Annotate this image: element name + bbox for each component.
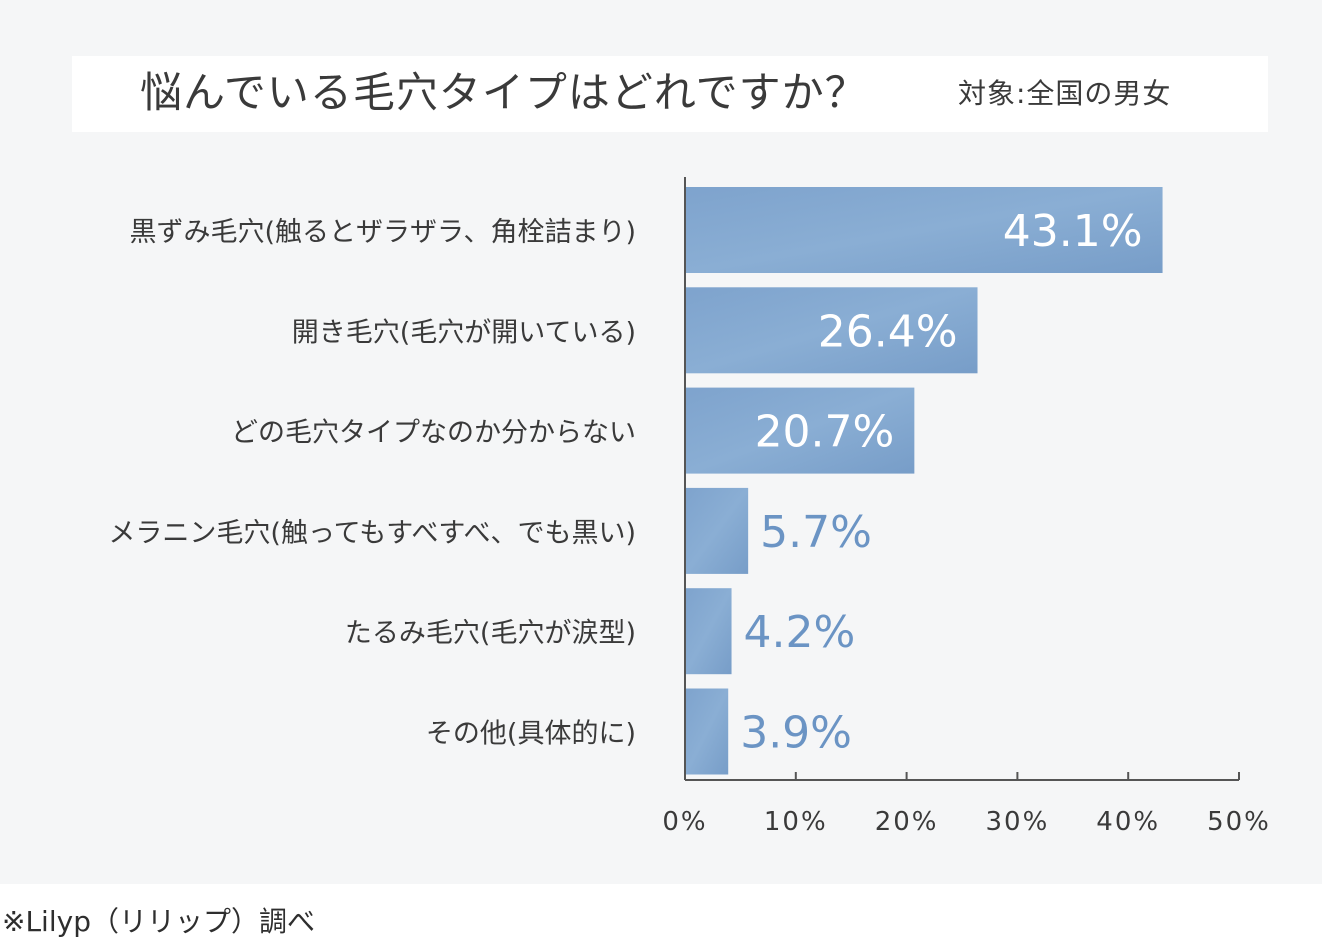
bar-4	[685, 487, 749, 574]
bar-chart: 黒ずみ毛穴(触るとザラザラ、角栓詰まり) 43.1% 開き毛穴(毛穴が開いている) 2…	[108, 177, 1271, 837]
x-tick-label-5: 50%	[1207, 807, 1271, 837]
chart-title: 悩んでいる毛穴タイプはどれですか？	[140, 68, 868, 117]
category-label-5: たるみ毛穴(毛穴が涙型)	[345, 618, 636, 649]
category-label-6: その他(具体的に)	[426, 719, 636, 750]
x-tick-label-4: 40%	[1096, 807, 1160, 837]
bar-2	[685, 287, 978, 374]
chart-subtitle: 対象:全国の男女	[958, 77, 1172, 110]
x-tick-label-1: 10%	[764, 807, 828, 837]
x-tick-label-2: 20%	[875, 807, 939, 837]
category-label-2: 開き毛穴(毛穴が開いている)	[292, 317, 636, 348]
data-label-5: 4.2%	[744, 607, 856, 658]
data-label-3: 20.7%	[755, 407, 895, 458]
bar-6	[685, 688, 729, 775]
x-tick-label-3: 30%	[986, 807, 1050, 837]
category-label-3: どの毛穴タイプなのか分からない	[231, 418, 636, 449]
data-label-6: 3.9%	[740, 708, 852, 759]
source-footnote: ※Lilyp（リリップ）調べ	[2, 905, 315, 938]
category-label-4: メラニン毛穴(触ってもすべすべ、でも黒い)	[108, 518, 636, 549]
chart-background	[0, 0, 1322, 884]
bar-5	[685, 588, 732, 675]
category-label-1: 黒ずみ毛穴(触るとザラザラ、角栓詰まり)	[129, 217, 636, 248]
x-tick-label-0: 0%	[662, 807, 707, 837]
bar-3	[685, 387, 915, 474]
data-label-4: 5.7%	[760, 507, 872, 558]
data-label-2: 26.4%	[818, 306, 958, 357]
title-banner	[72, 56, 1268, 132]
bar-1	[685, 187, 1163, 273]
data-label-1: 43.1%	[1003, 206, 1143, 257]
